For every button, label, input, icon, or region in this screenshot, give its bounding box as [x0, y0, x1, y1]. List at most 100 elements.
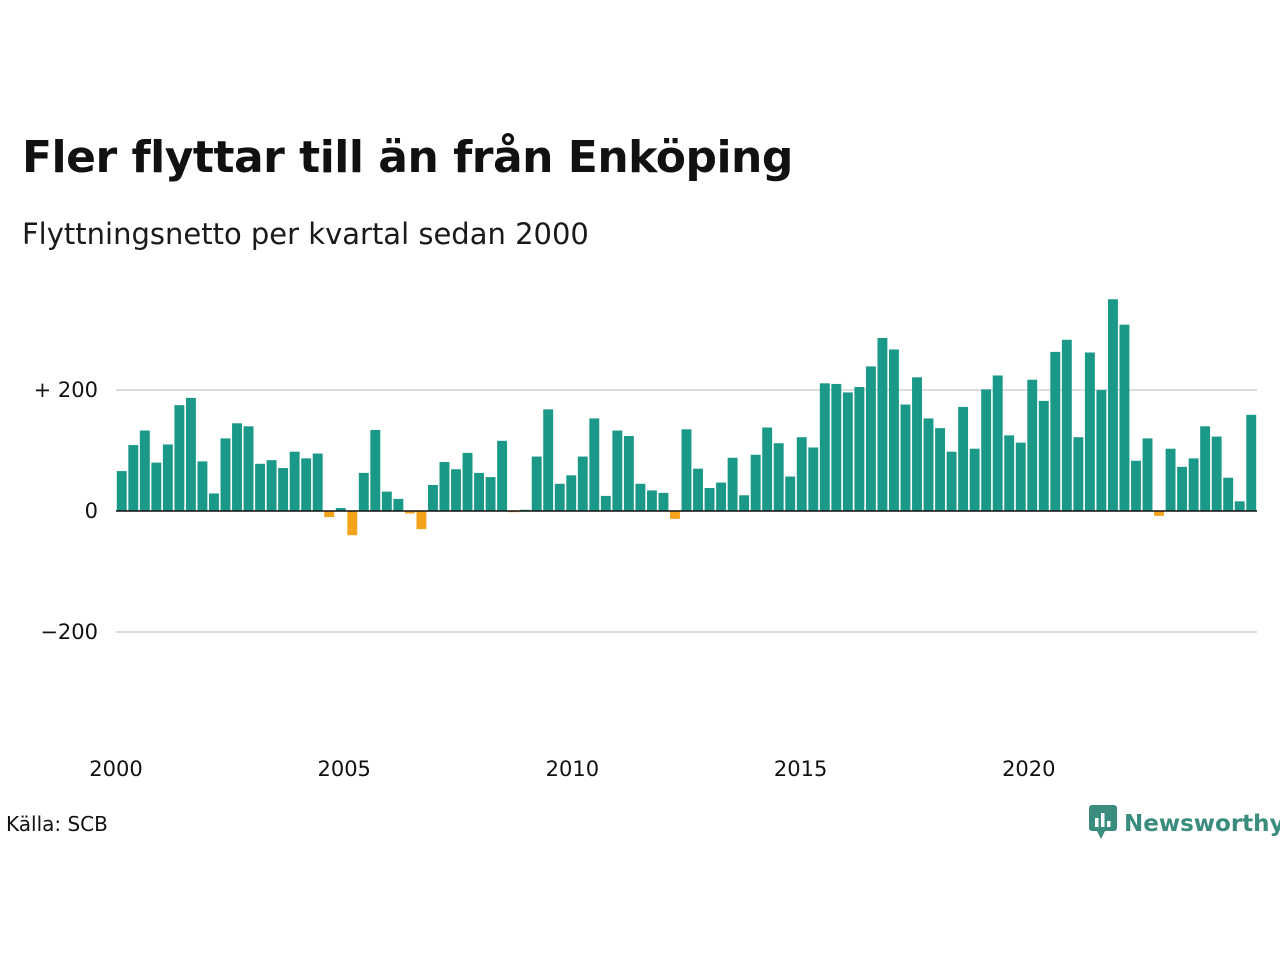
bar — [289, 451, 300, 511]
bar — [658, 492, 669, 511]
source-label: Källa: SCB — [6, 812, 108, 836]
bar — [1096, 390, 1107, 511]
bar — [439, 462, 450, 511]
bar — [727, 457, 738, 511]
bar — [577, 456, 588, 511]
bar — [324, 511, 335, 518]
bar — [923, 418, 934, 511]
bar — [220, 438, 231, 511]
bar — [958, 406, 969, 511]
bar — [1084, 352, 1095, 511]
bar — [566, 475, 577, 512]
bar — [854, 386, 865, 511]
bar — [681, 429, 692, 511]
bar — [554, 483, 565, 511]
bar — [162, 444, 173, 511]
bar — [739, 495, 750, 511]
bar — [1211, 436, 1222, 511]
bar — [1119, 324, 1130, 511]
bar — [151, 462, 162, 511]
bar — [796, 437, 807, 511]
x-tick-label: 2005 — [317, 757, 370, 781]
bar — [209, 493, 219, 511]
bar — [865, 366, 876, 511]
bar — [531, 456, 542, 511]
newsworthy-wordmark: Newsworthy — [1124, 811, 1280, 837]
bar — [358, 472, 369, 511]
bar — [877, 337, 888, 511]
bar — [912, 377, 922, 511]
y-tick-label: −200 — [40, 620, 98, 644]
x-tick-label: 2010 — [546, 757, 599, 781]
bar — [623, 435, 634, 511]
bar — [404, 511, 415, 514]
bar — [185, 397, 196, 511]
bar — [347, 511, 358, 536]
bar — [808, 447, 819, 511]
bar — [773, 443, 784, 511]
bar — [1234, 501, 1245, 511]
bar — [900, 404, 911, 511]
bar — [301, 458, 312, 511]
bar — [704, 488, 715, 511]
bar — [969, 448, 980, 511]
bar — [762, 427, 773, 511]
bar — [116, 471, 127, 511]
x-tick-label: 2000 — [89, 757, 142, 781]
bar — [1131, 460, 1141, 511]
bar — [819, 383, 830, 511]
bar — [1165, 448, 1176, 511]
newsworthy-brand[interactable]: Newsworthy — [1088, 804, 1280, 844]
bar — [1246, 414, 1257, 511]
y-tick-label: + 200 — [34, 378, 98, 402]
bar — [474, 472, 484, 511]
bar-chart: + 200 0 −200 2000 2005 2010 2015 2020 — [34, 299, 1257, 781]
bar — [1015, 442, 1026, 511]
x-tick-label: 2015 — [774, 757, 827, 781]
bar — [174, 405, 185, 512]
bar — [635, 483, 646, 511]
x-tick-label: 2020 — [1002, 757, 1055, 781]
bar — [381, 491, 392, 511]
bar — [1004, 435, 1015, 512]
bar — [831, 383, 842, 511]
bar — [1154, 511, 1164, 516]
bar — [278, 468, 289, 511]
bar — [543, 409, 554, 511]
bar — [1073, 437, 1084, 511]
newsworthy-logo-icon — [1088, 804, 1118, 844]
bar — [693, 468, 703, 511]
bar — [1188, 458, 1199, 511]
bar — [1038, 400, 1049, 511]
bar — [992, 375, 1003, 511]
bar — [785, 476, 796, 511]
bar — [1142, 438, 1153, 511]
bar — [312, 453, 323, 512]
bar — [1107, 299, 1118, 511]
bar — [427, 484, 438, 512]
bar — [750, 454, 761, 512]
bar — [370, 429, 381, 511]
bar — [451, 469, 461, 511]
bar — [197, 461, 208, 511]
bar — [1061, 339, 1072, 511]
bar — [416, 511, 427, 530]
bar — [1200, 426, 1211, 511]
bar — [243, 426, 254, 511]
bar — [600, 495, 611, 512]
bar — [946, 451, 957, 511]
bar — [335, 507, 346, 511]
bar — [1177, 466, 1188, 511]
bar — [139, 430, 150, 511]
bar — [1050, 351, 1061, 511]
bar — [935, 428, 946, 511]
bar — [646, 490, 657, 511]
bar — [462, 452, 473, 511]
bar — [716, 482, 727, 511]
chart-title: Fler flyttar till än från Enköping — [22, 132, 793, 183]
bar — [889, 349, 899, 511]
bar — [612, 430, 623, 511]
bar — [393, 498, 404, 511]
bar — [485, 477, 496, 511]
bar — [981, 389, 992, 511]
